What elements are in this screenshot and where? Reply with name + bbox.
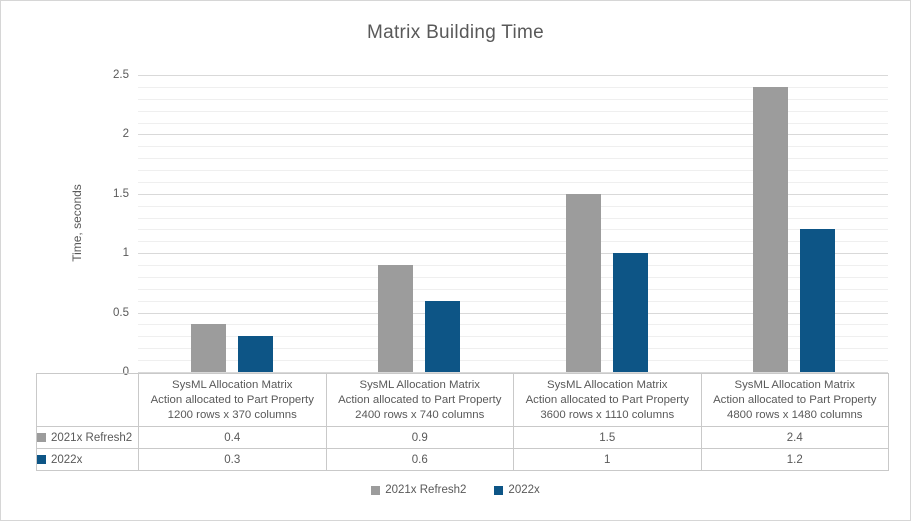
- table-value-cell: 0.4: [138, 426, 327, 449]
- gridline-minor: [138, 360, 888, 362]
- gridline-minor: [138, 217, 888, 219]
- table-category-header: SysML Allocation Matrix Action allocated …: [325, 373, 514, 427]
- gridline-major: [138, 75, 888, 76]
- gridline-minor: [138, 205, 888, 207]
- bar-2021x-refresh2: [753, 86, 789, 372]
- y-tick-label: 0: [122, 366, 129, 378]
- table-value-cell: 1.5: [513, 426, 702, 449]
- gridline-major: [138, 312, 888, 314]
- y-tick-label: 0.5: [113, 306, 129, 319]
- gridline-major: [138, 193, 888, 195]
- bar-2022x: [425, 300, 461, 372]
- category-line: Action allocated to Part Property: [338, 393, 502, 406]
- series-name: 2022x: [51, 453, 83, 466]
- table-series-label: 2021x Refresh2: [36, 426, 139, 449]
- gridline-minor: [138, 158, 888, 160]
- data-table: SysML Allocation Matrix Action allocated …: [36, 373, 889, 471]
- y-axis-title-text: Time, seconds: [70, 184, 84, 262]
- gridline-minor: [138, 146, 888, 148]
- y-tick-label: 1: [122, 247, 129, 260]
- gridline-minor: [138, 276, 888, 278]
- table-row: 2022x 0.3 0.6 1 1.2: [36, 448, 889, 471]
- bar-2021x-refresh2: [378, 265, 414, 372]
- table-category-header: SysML Allocation Matrix Action allocated …: [138, 373, 327, 427]
- table-series-label: 2022x: [36, 448, 139, 471]
- table-header-row: SysML Allocation Matrix Action allocated …: [36, 373, 889, 427]
- series-key-icon: [37, 432, 46, 442]
- bar-2021x-refresh2: [565, 193, 601, 372]
- gridline-minor: [138, 229, 888, 231]
- gridline-major: [138, 134, 888, 136]
- legend-entry-2021x-refresh2: 2021x Refresh2: [371, 484, 466, 496]
- gridline-minor: [138, 122, 888, 124]
- category-line: SysML Allocation Matrix: [359, 378, 481, 391]
- legend-label: 2021x Refresh2: [385, 484, 467, 496]
- table-value-cell: 0.6: [325, 448, 514, 471]
- gridline-minor: [138, 181, 888, 183]
- category-line: Action allocated to Part Property: [713, 393, 877, 406]
- bar-2022x: [237, 336, 273, 372]
- category-line: Action allocated to Part Property: [150, 393, 314, 406]
- legend-label: 2022x: [508, 484, 540, 496]
- table-row: 2021x Refresh2 0.4 0.9 1.5 2.4: [36, 426, 889, 449]
- table-category-header: SysML Allocation Matrix Action allocated …: [513, 373, 702, 427]
- gridline-minor: [138, 265, 888, 267]
- bar-2022x: [800, 229, 836, 372]
- gridline-minor: [138, 300, 888, 302]
- series-name: 2021x Refresh2: [51, 431, 133, 444]
- plot-area: [138, 75, 888, 373]
- y-tick-label: 2: [122, 128, 129, 141]
- gridline-minor: [138, 324, 888, 326]
- category-line: SysML Allocation Matrix: [547, 378, 668, 391]
- legend: 2021x Refresh2 2022x: [1, 484, 910, 496]
- category-line: 3600 rows x 1110 columns: [540, 408, 675, 421]
- legend-entry-2022x: 2022x: [494, 484, 540, 496]
- y-tick-label: 1.5: [113, 187, 129, 200]
- chart-title: Matrix Building Time: [366, 22, 545, 43]
- category-line: 4800 rows x 1480 columns: [727, 408, 863, 421]
- bar-2021x-refresh2: [190, 324, 226, 372]
- gridline-minor: [138, 110, 888, 112]
- category-line: SysML Allocation Matrix: [172, 378, 293, 391]
- gridline-minor: [138, 288, 888, 290]
- category-line: Action allocated to Part Property: [525, 393, 689, 406]
- gridline-minor: [138, 336, 888, 338]
- gridline-minor: [138, 241, 888, 243]
- gridline-minor: [138, 98, 888, 100]
- bar-2022x: [612, 253, 648, 372]
- gridline-minor: [138, 348, 888, 350]
- category-line: 2400 rows x 740 columns: [355, 408, 485, 421]
- y-tick-label: 2.5: [113, 69, 129, 81]
- gridline-minor: [138, 170, 888, 172]
- table-value-cell: 1: [513, 448, 702, 471]
- gridline-minor: [138, 86, 888, 88]
- table-value-cell: 1.2: [700, 448, 889, 471]
- table-value-cell: 2.4: [700, 426, 889, 449]
- legend-marker-icon: [371, 485, 381, 495]
- category-line: SysML Allocation Matrix: [734, 378, 856, 391]
- category-line: 1200 rows x 370 columns: [167, 408, 297, 421]
- table-value-cell: 0.3: [138, 448, 327, 471]
- legend-marker-icon: [494, 485, 504, 495]
- table-corner-cell: [36, 373, 139, 427]
- table-category-header: SysML Allocation Matrix Action allocated …: [700, 373, 889, 427]
- series-key-icon: [37, 454, 46, 464]
- gridline-major: [138, 253, 888, 255]
- gridline-major: [138, 372, 888, 373]
- table-value-cell: 0.9: [325, 426, 514, 449]
